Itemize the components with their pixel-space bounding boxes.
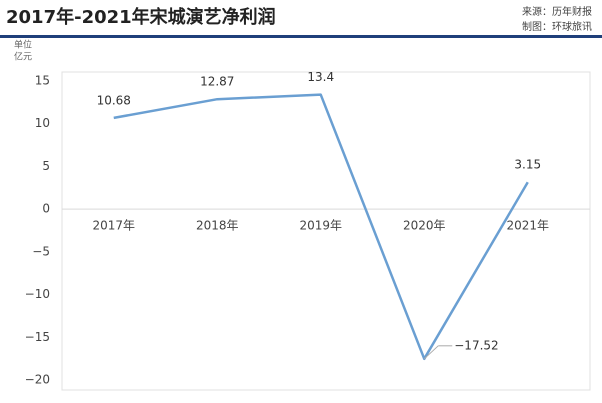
x-tick-label: 2019年 [299,219,342,233]
data-label: 12.87 [200,75,234,89]
unit-label: 亿元 [14,51,32,63]
x-tick-label: 2021年 [506,219,549,233]
y-tick-label: −5 [32,244,50,258]
data-line [113,93,529,361]
data-label: 3.15 [514,158,541,172]
data-label: 10.68 [97,93,131,107]
source: 来源：历年财报 [522,5,592,18]
y-tick-label: 10 [35,116,50,130]
data-label: 13.4 [307,70,334,84]
y-tick-label: −10 [25,287,50,301]
data-label: −17.52 [454,338,498,352]
plot-frame [61,71,591,391]
y-tick-label: −15 [25,330,50,344]
x-tick-label: 2018年 [196,219,239,233]
chart-title: 2017年-2021年宋城演艺净利润 [6,6,276,28]
header-rule [0,35,602,38]
x-tick-label: 2017年 [92,219,135,233]
y-tick-label: 5 [42,159,50,173]
y-tick-label: −20 [25,373,50,387]
x-tick-label: 2020年 [403,219,446,233]
leader-line [423,345,439,360]
credit: 制图：环球旅讯 [522,20,592,33]
y-tick-label: 0 [42,202,50,216]
unit-label: 单位 [14,39,32,51]
y-tick-label: 15 [35,74,50,88]
